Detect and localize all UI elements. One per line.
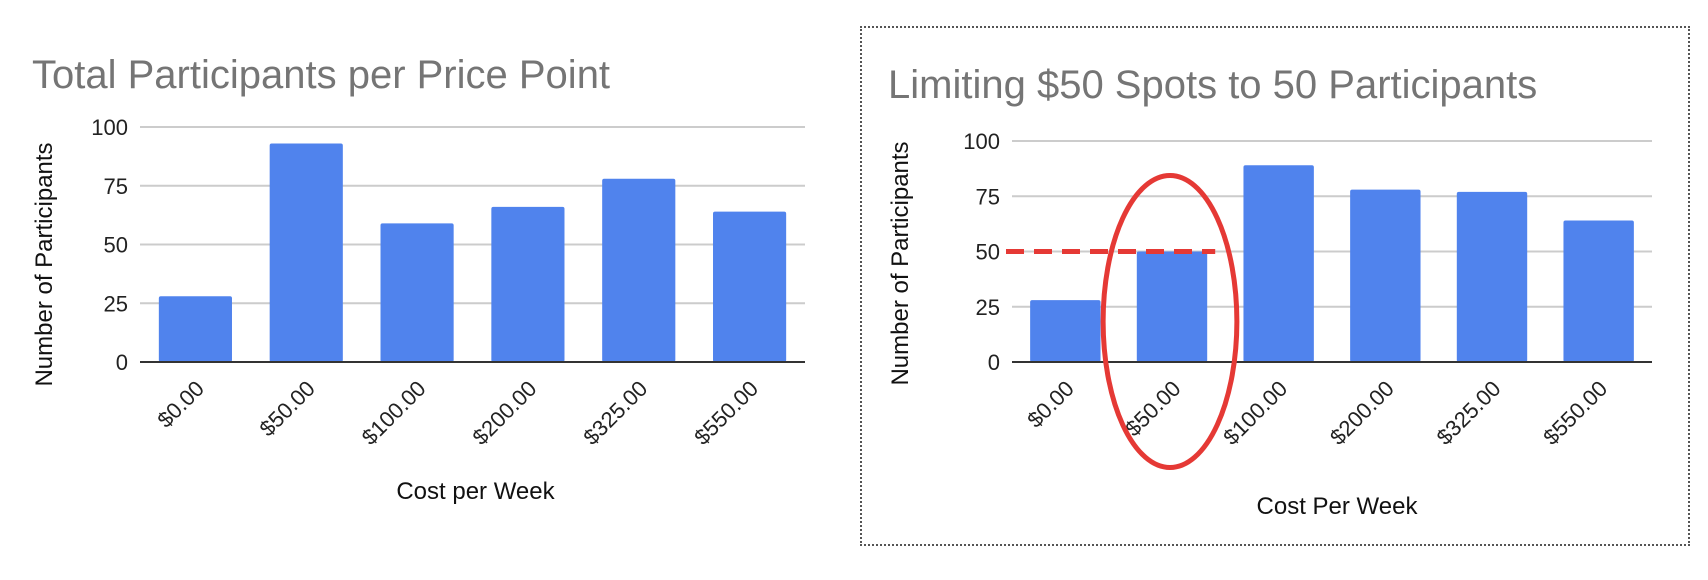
x-tick-label: $100.00 [357,376,431,450]
bar [1243,165,1314,362]
chart-title: Total Participants per Price Point [32,53,610,97]
chart-title: Limiting $50 Spots to 50 Participants [888,63,1537,107]
bar [1563,220,1634,362]
chart-panel-left: Total Participants per Price Point 0 25 50 7… [0,20,840,550]
x-tick-label: $200.00 [468,376,542,450]
bar [269,143,343,362]
bar [1456,191,1528,362]
y-tick-label: 0 [116,350,128,375]
bar [380,223,454,362]
bar [602,178,676,362]
chart-right: Limiting $50 Spots to 50 Participants 0 25… [887,63,1652,520]
x-axis-title: Cost per Week [396,478,555,505]
bar [1030,300,1101,362]
bar [158,296,232,362]
x-tick-label: $50.00 [255,376,320,441]
bar [1350,189,1421,362]
x-tick-label: $0.00 [152,376,209,433]
slide-title-clip [0,0,1708,12]
x-tick-label: $325.00 [578,376,652,450]
bar [713,211,787,362]
y-tick-label: 75 [976,184,1000,209]
y-axis-title: Number of Participants [887,141,914,385]
y-axis-title: Number of Participants [31,142,58,386]
x-tick-label: $0.00 [1022,376,1079,433]
y-tick-label: 50 [104,233,128,258]
chart-panel-right[interactable]: Limiting $50 Spots to 50 Participants 0 25… [860,26,1690,546]
y-tick-label: 50 [976,240,1000,265]
x-tick-label: $200.00 [1325,376,1399,450]
x-tick-label: $550.00 [689,376,763,450]
bar [491,206,565,362]
y-tick-label: 75 [104,174,128,199]
y-tick-label: 100 [963,129,1000,154]
x-tick-label: $325.00 [1432,376,1506,450]
y-tick-label: 0 [988,350,1000,375]
x-tick-label: $550.00 [1538,376,1612,450]
bar [1136,251,1208,362]
highlight-ellipse [1100,173,1240,470]
x-axis-title: Cost Per Week [1257,493,1419,520]
y-tick-label: 25 [976,295,1000,320]
chart-left: Total Participants per Price Point 0 25 50 7… [31,53,805,505]
y-tick-label: 25 [104,291,128,316]
x-tick-label: $50.00 [1120,376,1185,441]
y-tick-label: 100 [91,115,128,140]
